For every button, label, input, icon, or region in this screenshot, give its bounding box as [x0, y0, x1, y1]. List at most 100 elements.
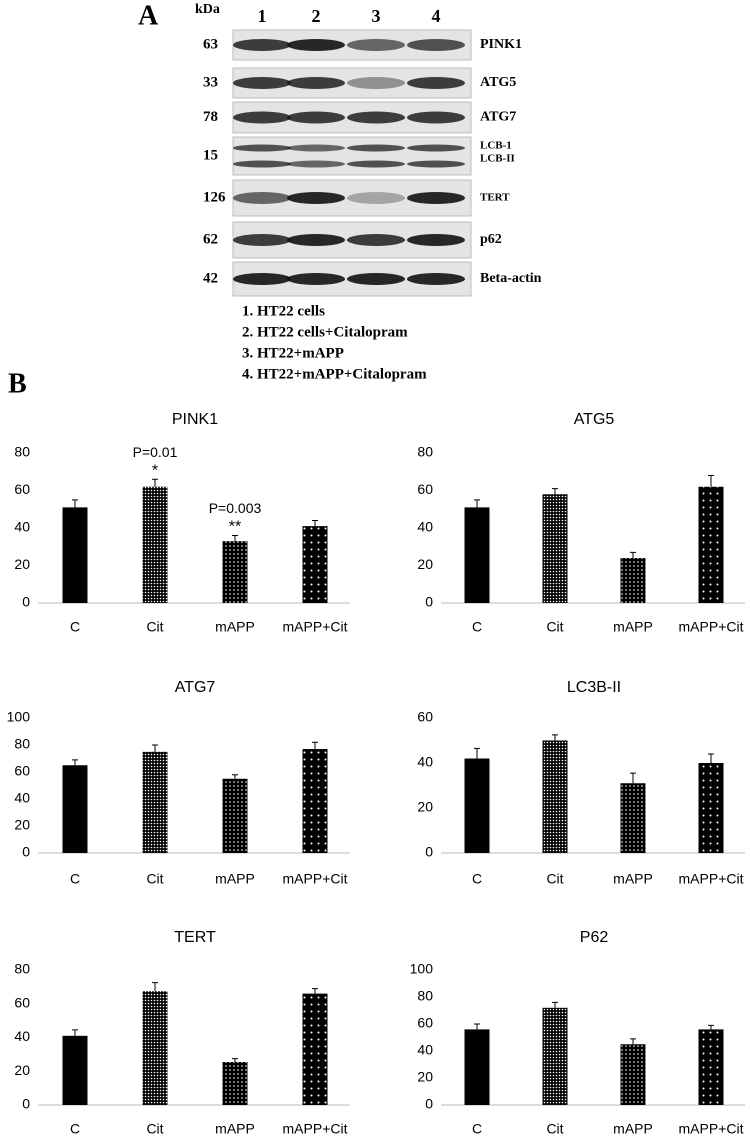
blot-band	[347, 144, 405, 152]
blot-band	[347, 234, 405, 246]
chart-title: PINK1	[172, 411, 218, 428]
bar	[464, 507, 490, 603]
blot-band	[347, 192, 405, 204]
bar	[62, 1035, 88, 1105]
blot-band	[287, 77, 345, 89]
x-tick-label: mAPP+Cit	[679, 871, 744, 887]
x-tick-label: C	[70, 619, 80, 635]
x-tick-label: Cit	[546, 871, 563, 887]
blot-band	[233, 144, 291, 152]
error-bar	[312, 520, 318, 527]
x-tick-label: mAPP+Cit	[679, 619, 744, 635]
blot-band	[347, 273, 405, 285]
y-tick-label: 60	[14, 481, 30, 497]
error-bar	[552, 1001, 558, 1008]
blot-band	[287, 39, 345, 51]
kda-value: 62	[203, 231, 218, 247]
protein-label: LCB-II	[480, 153, 515, 165]
blot-band	[347, 77, 405, 89]
panel-label: A	[138, 0, 159, 31]
kda-label: kDa	[195, 2, 220, 17]
y-tick-label: 40	[417, 519, 433, 535]
y-tick-label: 20	[417, 556, 433, 572]
y-tick-label: 40	[417, 1042, 433, 1058]
lane-number: 2	[312, 6, 321, 26]
error-bar	[72, 1029, 78, 1036]
y-tick-label: 40	[417, 754, 433, 770]
x-tick-label: Cit	[146, 619, 163, 635]
x-tick-label: mAPP	[215, 871, 255, 887]
legend-item: 4. HT22+mAPP+Citalopram	[242, 366, 427, 382]
error-bar	[72, 759, 78, 766]
blot-strip	[232, 136, 472, 176]
x-tick-label: mAPP	[613, 619, 653, 635]
y-tick-label: 80	[417, 444, 433, 460]
error-bar	[552, 488, 558, 495]
protein-label: ATG5	[480, 75, 516, 90]
blot-band	[287, 144, 345, 152]
bar	[464, 1029, 490, 1105]
blot-band	[407, 144, 465, 152]
blot-band	[407, 234, 465, 246]
x-tick-label: mAPP+Cit	[679, 1121, 744, 1137]
protein-label: PINK1	[480, 37, 522, 52]
y-tick-label: 20	[417, 799, 433, 815]
error-bar	[552, 734, 558, 741]
p-value: P=0.01	[133, 444, 178, 460]
error-bar	[708, 475, 714, 487]
y-tick-label: 80	[14, 961, 30, 977]
kda-value: 63	[203, 36, 218, 52]
bar	[620, 783, 646, 853]
y-tick-label: 0	[425, 1096, 433, 1112]
bar	[542, 494, 568, 603]
significance: **	[229, 519, 241, 536]
legend-item: 1. HT22 cells	[242, 303, 325, 319]
blot-band	[233, 192, 291, 204]
bar	[698, 1029, 724, 1105]
error-bar	[708, 753, 714, 763]
error-bar	[630, 1038, 636, 1045]
bar	[302, 993, 328, 1105]
chart-title: P62	[580, 929, 609, 946]
error-bar	[232, 774, 238, 779]
error-bar	[708, 1024, 714, 1030]
x-tick-label: C	[472, 871, 482, 887]
x-tick-label: C	[70, 871, 80, 887]
x-tick-label: C	[70, 1121, 80, 1137]
y-tick-label: 40	[14, 1028, 30, 1044]
kda-value: 78	[203, 109, 218, 125]
bar	[302, 749, 328, 853]
blot-band	[347, 39, 405, 51]
y-tick-label: 80	[14, 444, 30, 460]
kda-value: 15	[203, 147, 218, 163]
blot-band	[287, 160, 345, 168]
bar	[620, 558, 646, 603]
significance: *	[152, 462, 158, 479]
bar	[542, 740, 568, 853]
panel-label: B	[8, 368, 27, 399]
blot-band	[233, 39, 291, 51]
x-tick-label: Cit	[146, 871, 163, 887]
bar	[698, 486, 724, 603]
y-tick-label: 0	[22, 1096, 30, 1112]
error-bar	[630, 772, 636, 784]
y-tick-label: 100	[410, 961, 434, 977]
chart-title: ATG5	[574, 411, 615, 428]
bar	[62, 765, 88, 853]
blot-band	[233, 111, 291, 124]
blot-band	[233, 160, 291, 168]
bar	[62, 507, 88, 603]
x-tick-label: Cit	[546, 619, 563, 635]
protein-label: LCB-1	[480, 140, 512, 152]
y-tick-label: 0	[425, 844, 433, 860]
bar	[620, 1044, 646, 1105]
y-tick-label: 60	[14, 763, 30, 779]
y-tick-label: 20	[14, 817, 30, 833]
y-tick-label: 20	[417, 1069, 433, 1085]
blot-band	[233, 273, 291, 285]
bar	[464, 758, 490, 853]
kda-value: 33	[203, 74, 218, 90]
bar	[142, 991, 168, 1105]
error-bar	[152, 478, 158, 487]
